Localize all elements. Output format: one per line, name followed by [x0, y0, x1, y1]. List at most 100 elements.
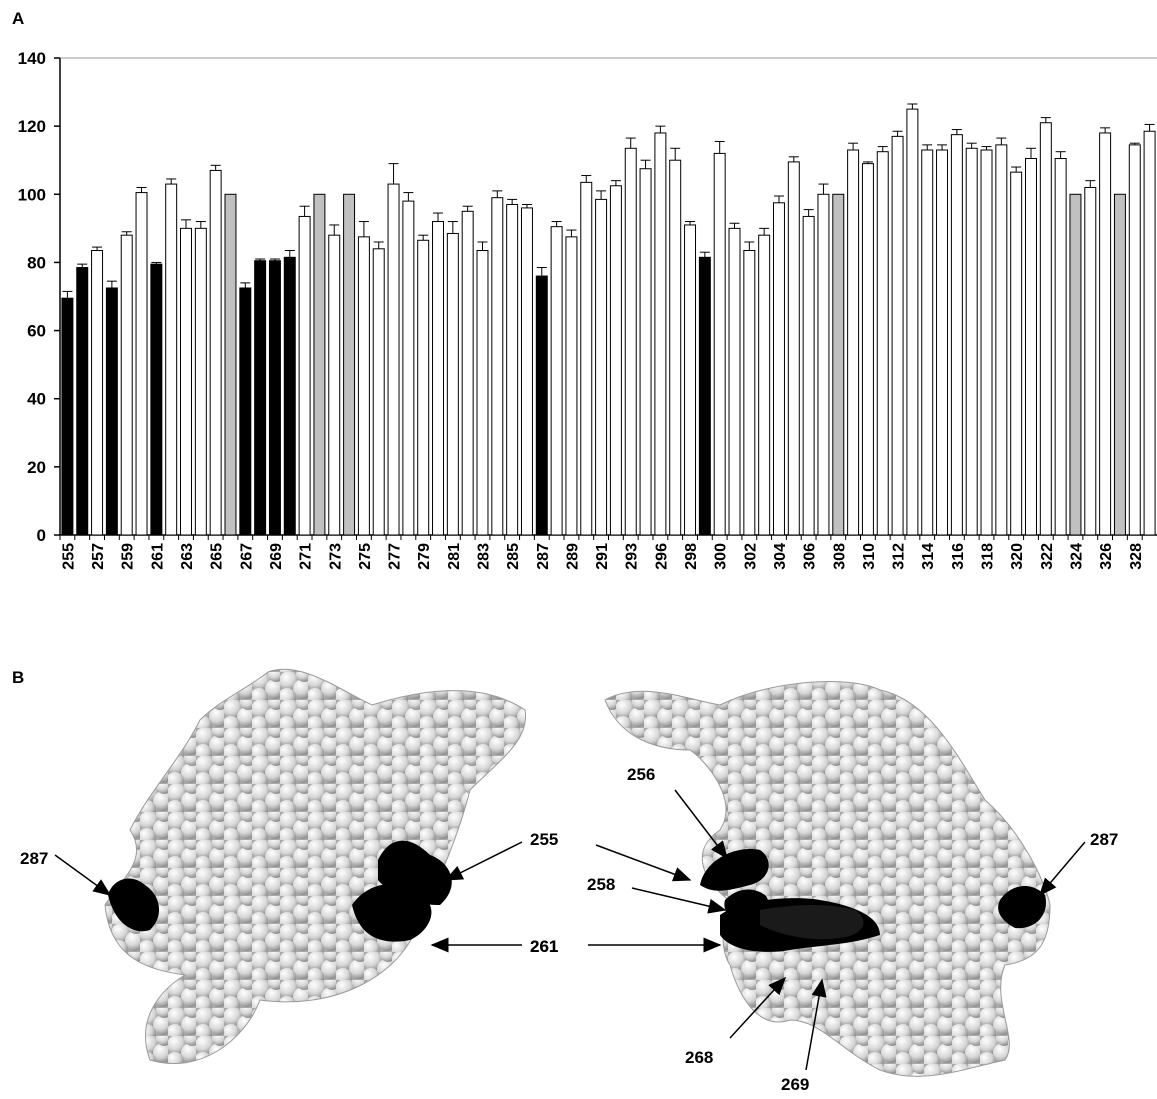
bar [476, 250, 489, 536]
callout-287-left: 287 [20, 849, 48, 868]
bar [728, 227, 741, 536]
x-tick-label: 304 [772, 543, 789, 570]
bar [165, 183, 178, 536]
bar [580, 181, 593, 536]
bar-chart: 0 20 40 60 80 100 120 140 255 257 259 261 263 265 267 2… [18, 49, 1157, 570]
y-tick-label: 20 [27, 458, 46, 477]
bar [1113, 193, 1126, 536]
arrow-287-left [54, 854, 112, 896]
bar [1069, 193, 1082, 536]
bar [446, 232, 459, 536]
x-tick-label: 261 [149, 543, 166, 570]
x-tick-label: 287 [535, 543, 552, 570]
bar [817, 193, 830, 536]
bar [372, 248, 385, 536]
x-tick-label: 318 [980, 543, 997, 570]
bar [417, 239, 430, 536]
x-tick-label: 326 [1098, 543, 1115, 570]
x-tick-label: 302 [742, 543, 759, 570]
x-tick-label: 277 [387, 543, 404, 570]
bar [506, 204, 519, 536]
bar [150, 263, 163, 536]
x-tick-label: 316 [950, 543, 967, 570]
bar [654, 132, 667, 536]
bar [328, 234, 341, 536]
x-tick-label: 291 [594, 543, 611, 570]
bar [965, 147, 978, 536]
bar [91, 250, 104, 536]
x-tick-label: 259 [120, 543, 137, 570]
residue-patch-261-left [352, 884, 432, 942]
bar [402, 200, 415, 536]
bar [535, 275, 548, 536]
bar [698, 256, 711, 536]
callout-268: 268 [685, 1048, 713, 1067]
x-tick-label: 267 [238, 543, 255, 570]
x-tick-label: 281 [446, 543, 463, 570]
y-tick-label: 80 [27, 253, 46, 272]
residue-patch-256 [700, 849, 769, 891]
x-tick-label: 300 [713, 543, 730, 570]
bar [1039, 122, 1052, 536]
bar [283, 256, 296, 536]
arrow-268 [729, 976, 787, 1039]
x-tick-label: 308 [831, 543, 848, 570]
x-tick-label: 273 [327, 543, 344, 570]
bar [135, 192, 148, 536]
residue-patch-287-left [108, 878, 160, 932]
callout-287-right: 287 [1090, 830, 1118, 849]
bar [120, 234, 133, 536]
bar [847, 149, 860, 536]
bar [432, 221, 445, 536]
bar [921, 149, 934, 536]
bar [298, 215, 311, 536]
bar [550, 226, 563, 536]
bar [669, 159, 682, 536]
bar [105, 287, 118, 536]
bar [802, 215, 815, 536]
arrow-256 [674, 789, 728, 860]
callout-261-right: 261 [530, 937, 558, 956]
x-tick-label: 310 [861, 543, 878, 570]
x-tick-label: 312 [891, 543, 908, 570]
structure-view-left [104, 668, 527, 1065]
bar [1143, 130, 1156, 536]
y-tick-label: 40 [27, 390, 46, 409]
bar [980, 149, 993, 536]
y-tick-label: 60 [27, 322, 46, 341]
y-tick-label: 120 [18, 117, 46, 136]
x-tick-label: 289 [564, 543, 581, 570]
callout-258: 258 [587, 875, 615, 894]
x-tick-label: 275 [357, 543, 374, 570]
arrow-255-right [595, 844, 692, 882]
x-tick-label: 257 [90, 543, 107, 570]
bar [1128, 144, 1141, 536]
x-tick-label: 324 [1068, 543, 1085, 570]
residue-patch-268-269 [760, 905, 864, 940]
bar [209, 169, 222, 536]
bar [224, 193, 237, 536]
bar [876, 151, 889, 536]
x-tick-label: 314 [920, 543, 937, 570]
x-tick-label: 320 [1009, 543, 1026, 570]
bar [1054, 158, 1067, 536]
bar [684, 224, 697, 536]
bar [387, 183, 400, 536]
bar [180, 227, 192, 536]
bar [254, 260, 267, 536]
x-tick-label: 263 [179, 543, 196, 570]
bar [194, 227, 207, 536]
bar [1099, 132, 1112, 536]
panel-b-label: B [12, 668, 24, 687]
bar [565, 236, 578, 536]
bar [639, 168, 652, 536]
bar [906, 108, 919, 536]
bar [343, 193, 356, 536]
x-tick-label: 306 [802, 543, 819, 570]
bar [313, 193, 326, 536]
x-tick-label: 298 [683, 543, 700, 570]
bar [461, 210, 474, 536]
y-tick-label: 140 [18, 49, 46, 68]
bar [491, 197, 504, 536]
